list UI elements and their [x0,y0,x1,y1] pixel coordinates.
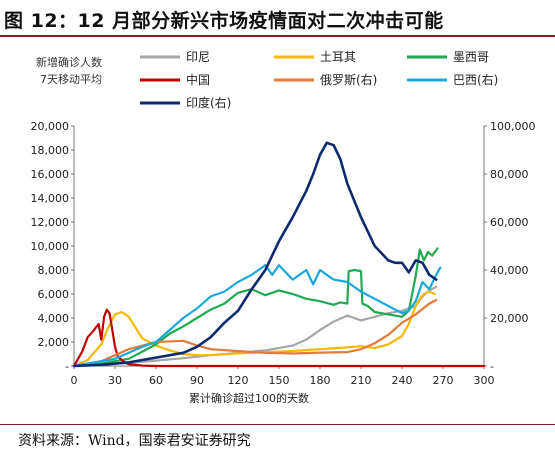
y-tick-label-left: 2,000 [38,336,70,349]
legend-label: 印尼 [186,50,210,64]
y-tick-label-right: 20,000 [490,312,529,325]
y-tick-label-right: 40,000 [490,264,529,277]
figure-title: 图 12：12 月部分新兴市场疫情面对二次冲击可能 [4,10,444,32]
x-tick-label: 90 [190,374,204,387]
series-line [72,247,439,368]
y-tick-label-right: - [490,360,494,373]
y-tick-label-left: 20,000 [31,120,70,133]
y-tick-label-right: 60,000 [490,216,529,229]
x-tick-label: 180 [310,374,331,387]
legend-label: 墨西哥 [453,50,489,64]
series-line [72,264,442,368]
chart-note: 7天移动平均 [40,73,102,86]
y-tick-label-right: 100,000 [490,120,536,133]
chart: - 2,000 4,000 6,000 8,000 10,000 12,000 14,000 1… [31,50,536,405]
series-line [72,298,438,368]
x-tick-label: 210 [351,374,372,387]
legend-label: 中国 [186,72,210,87]
source-note: 资料来源：Wind，国泰君安证券研究 [18,433,251,449]
y-tick-label-left: 18,000 [31,144,70,157]
y-tick-label-left: 10,000 [31,240,70,253]
y-tick-label-left: 6,000 [38,288,70,301]
x-tick-label: 150 [269,374,290,387]
legend-label: 巴西(右) [453,72,498,87]
x-tick-label: 270 [433,374,454,387]
x-tick-label: 240 [392,374,413,387]
x-tick-label: 60 [149,374,163,387]
legend-label: 土耳其 [320,50,356,64]
title-bar: 图 12：12 月部分新兴市场疫情面对二次冲击可能 [0,0,555,40]
x-axis-label: 累计确诊超过100的天数 [189,391,309,405]
y-tick-label-left: 16,000 [31,168,70,181]
title-rule [0,35,555,37]
x-tick-label: 0 [71,374,78,387]
y-tick-label-left: 14,000 [31,192,70,205]
series-line [72,141,438,368]
y-tick-label-left: 4,000 [38,312,70,325]
y-tick-label-left: - [65,360,69,373]
y-tick-label-left: 12,000 [31,216,70,229]
legend-label: 印度(右) [186,95,231,110]
legend-label: 俄罗斯(右) [320,72,377,87]
series-line [72,308,486,368]
y-tick-label-left: 8,000 [38,264,70,277]
x-tick-label: 300 [474,374,495,387]
y-tick-label-right: 80,000 [490,168,529,181]
x-tick-label: 120 [228,374,249,387]
source-rule [0,424,555,425]
chart-note: 新增确诊人数 [36,55,102,69]
x-tick-label: 30 [108,374,122,387]
